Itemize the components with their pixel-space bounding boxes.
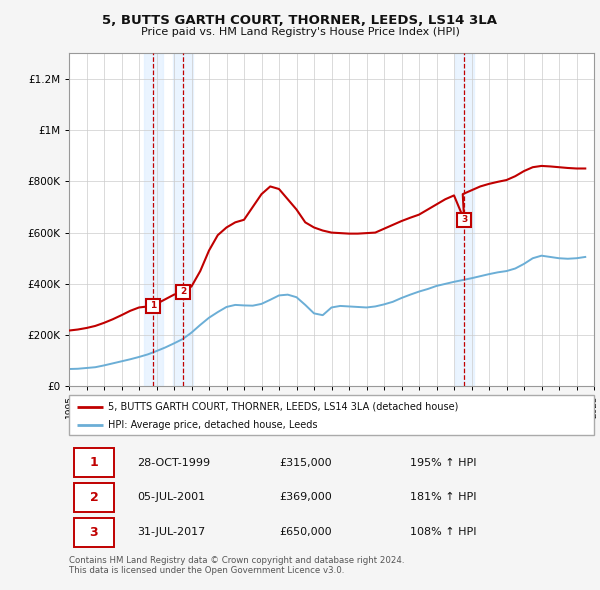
FancyBboxPatch shape (74, 448, 113, 477)
Text: 1: 1 (89, 456, 98, 469)
Text: £369,000: £369,000 (279, 493, 332, 503)
Text: 05-JUL-2001: 05-JUL-2001 (137, 493, 205, 503)
Text: 108% ↑ HPI: 108% ↑ HPI (410, 527, 477, 537)
Text: 1: 1 (150, 301, 157, 310)
Text: Price paid vs. HM Land Registry's House Price Index (HPI): Price paid vs. HM Land Registry's House … (140, 28, 460, 37)
FancyBboxPatch shape (69, 395, 594, 435)
Text: 5, BUTTS GARTH COURT, THORNER, LEEDS, LS14 3LA: 5, BUTTS GARTH COURT, THORNER, LEEDS, LS… (103, 14, 497, 27)
Text: 3: 3 (461, 215, 467, 224)
Text: 28-OCT-1999: 28-OCT-1999 (137, 458, 211, 467)
Bar (144, 53, 163, 386)
Text: 3: 3 (89, 526, 98, 539)
Text: 2: 2 (89, 491, 98, 504)
Text: 2: 2 (180, 287, 186, 296)
Text: 195% ↑ HPI: 195% ↑ HPI (410, 458, 477, 467)
Text: HPI: Average price, detached house, Leeds: HPI: Average price, detached house, Leed… (109, 421, 318, 430)
Text: £315,000: £315,000 (279, 458, 332, 467)
FancyBboxPatch shape (74, 483, 113, 512)
Text: 5, BUTTS GARTH COURT, THORNER, LEEDS, LS14 3LA (detached house): 5, BUTTS GARTH COURT, THORNER, LEEDS, LS… (109, 402, 459, 412)
Text: Contains HM Land Registry data © Crown copyright and database right 2024.
This d: Contains HM Land Registry data © Crown c… (69, 556, 404, 575)
Bar (455, 53, 474, 386)
Bar (173, 53, 193, 386)
FancyBboxPatch shape (74, 517, 113, 547)
Text: £650,000: £650,000 (279, 527, 332, 537)
Text: 31-JUL-2017: 31-JUL-2017 (137, 527, 205, 537)
Text: 181% ↑ HPI: 181% ↑ HPI (410, 493, 477, 503)
